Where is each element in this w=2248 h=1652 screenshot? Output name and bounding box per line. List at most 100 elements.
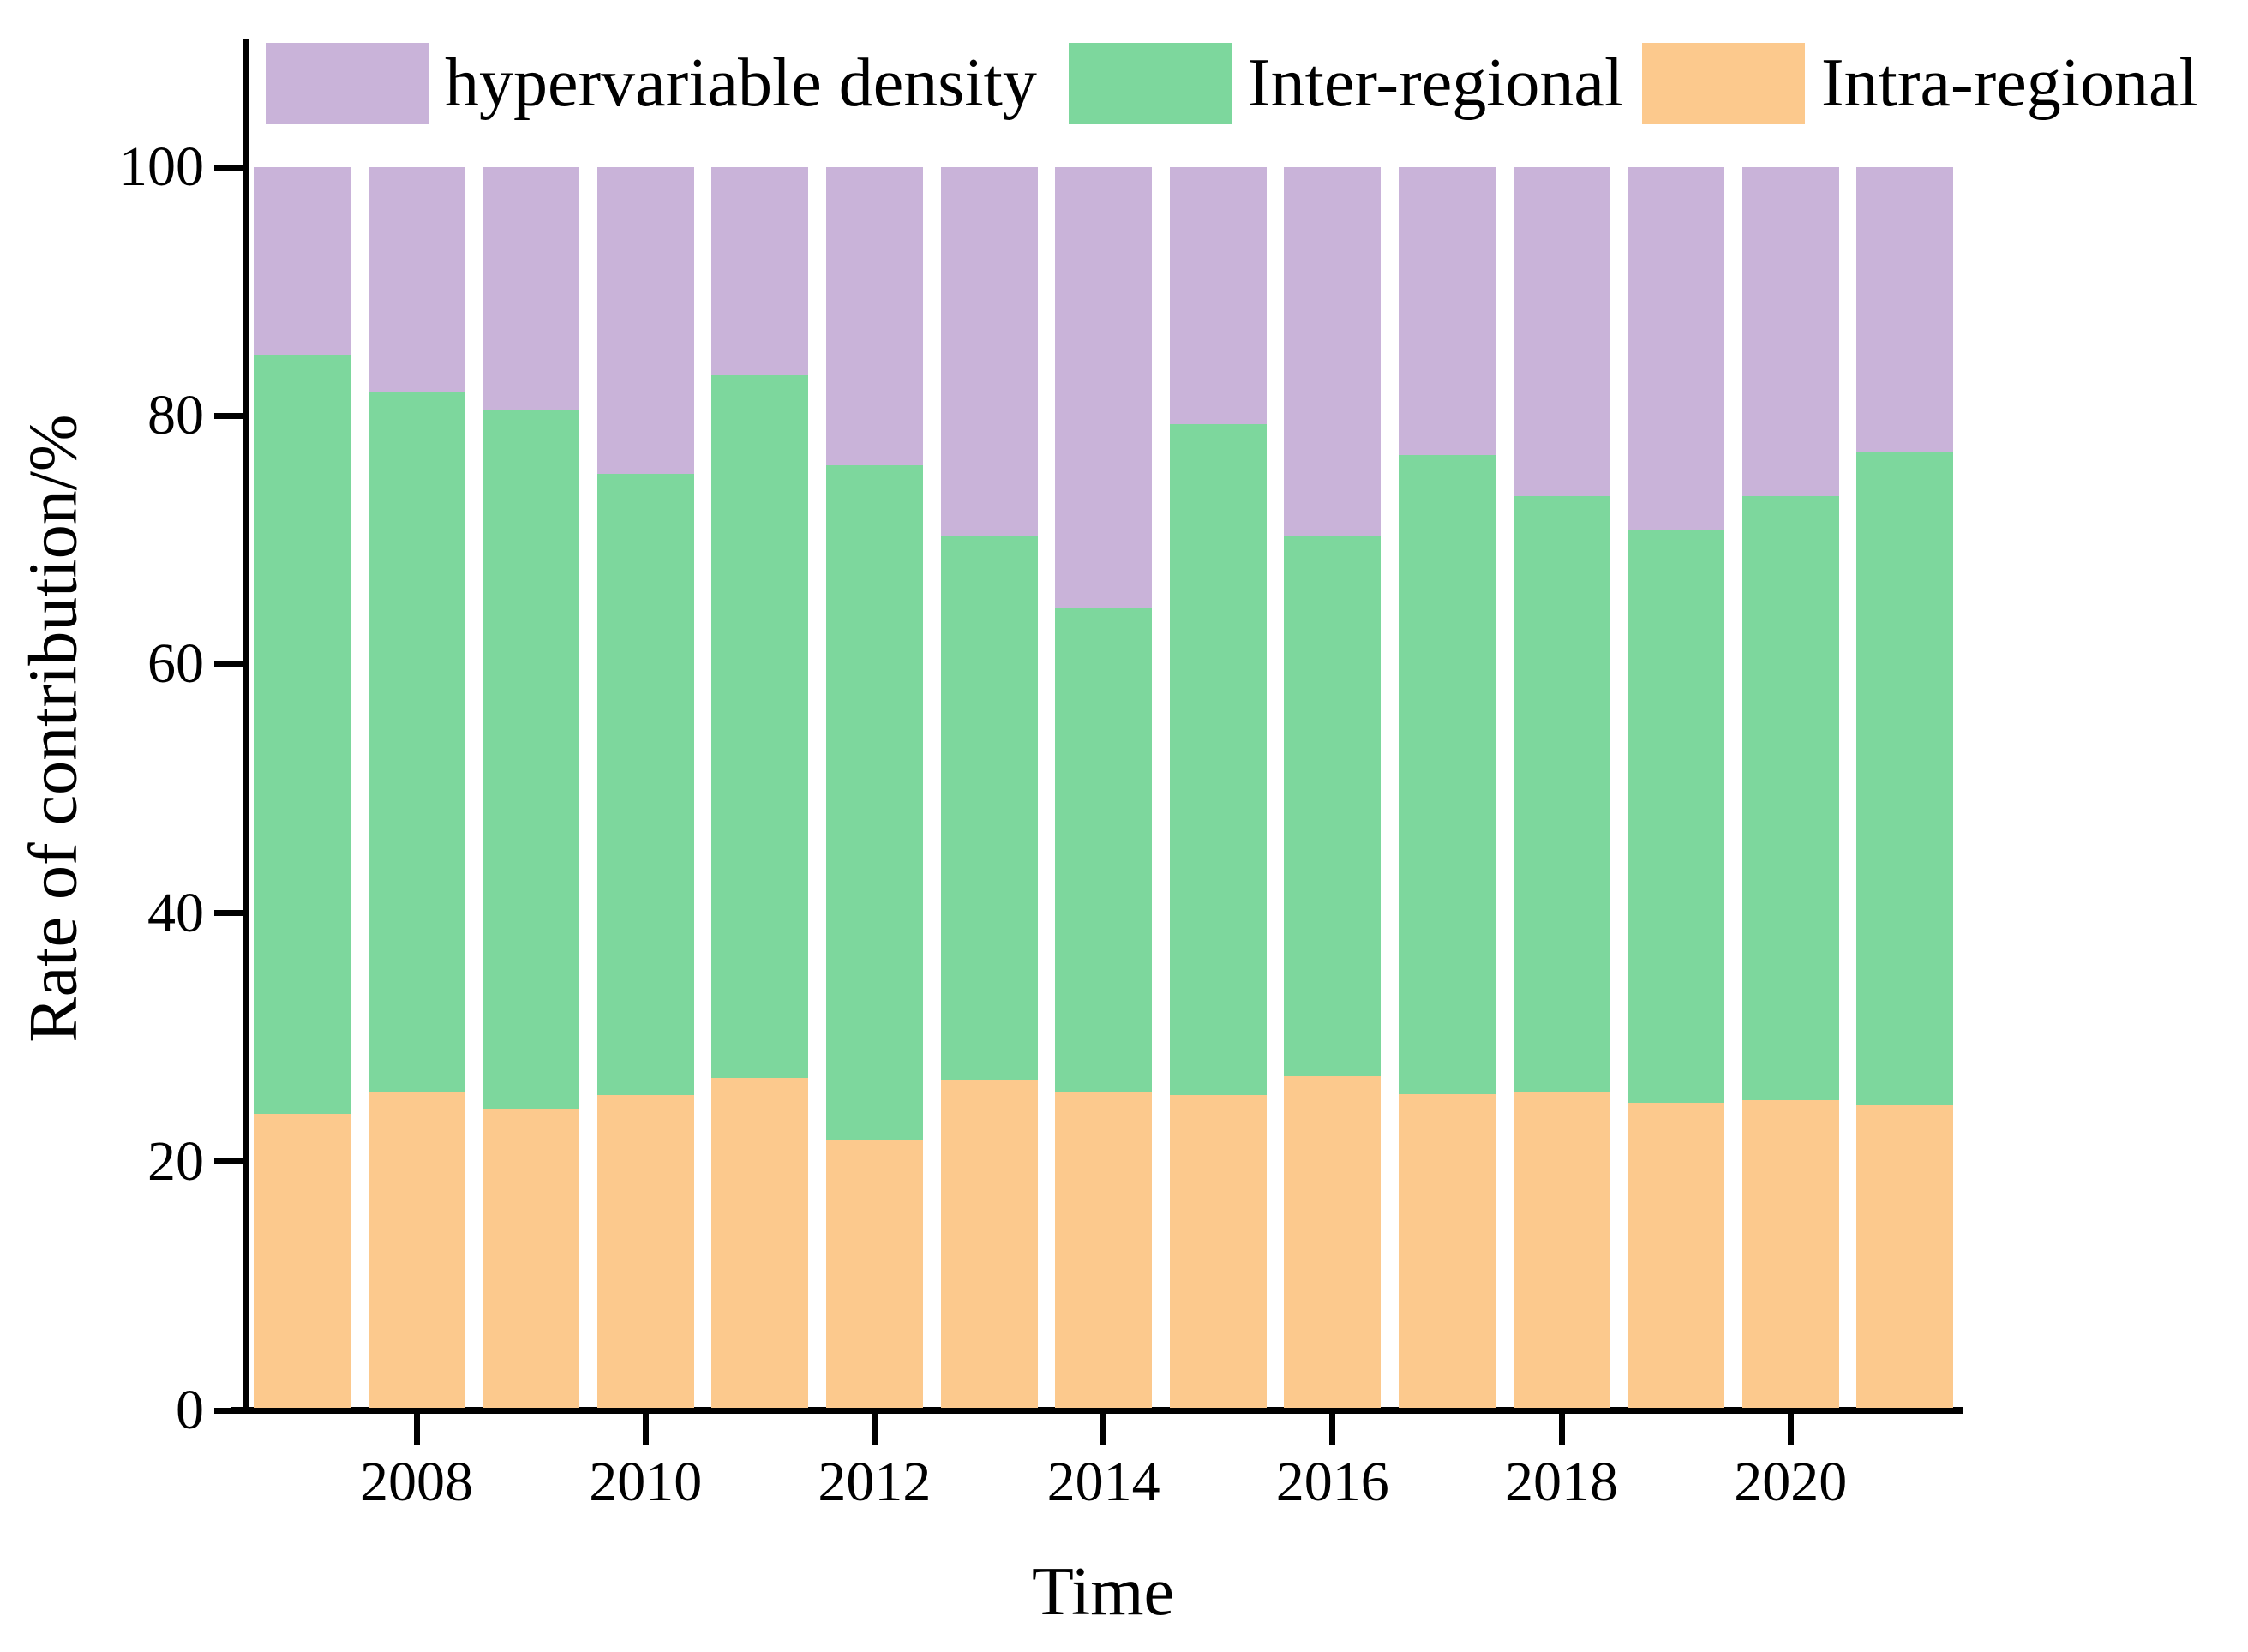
bar-2018	[1513, 167, 1610, 1408]
bar-segment-hypervariable-density-2009	[483, 167, 580, 410]
y-tick-label: 0	[176, 1379, 204, 1441]
y-tick-label: 100	[119, 135, 204, 198]
bar-segment-inter-regional-2017	[1398, 454, 1496, 1094]
x-tick	[1787, 1414, 1794, 1445]
bar-segment-inter-regional-2009	[483, 410, 580, 1110]
bar-segment-intra-regional-2021	[1856, 1104, 1954, 1408]
bar-segment-intra-regional-2019	[1628, 1102, 1725, 1408]
bar-segment-inter-regional-2010	[596, 473, 694, 1096]
x-tick-label: 2020	[1734, 1451, 1848, 1513]
bar-segment-hypervariable-density-2016	[1284, 167, 1382, 536]
bar-segment-intra-regional-2017	[1398, 1093, 1496, 1408]
x-tick-label: 2016	[1275, 1451, 1389, 1513]
bar-segment-intra-regional-2012	[825, 1140, 923, 1408]
bar-segment-hypervariable-density-2015	[1169, 167, 1267, 424]
bar-segment-intra-regional-2020	[1741, 1099, 1839, 1408]
bar-segment-hypervariable-density-2018	[1513, 167, 1610, 496]
legend-label: Intra-regional	[1821, 45, 2198, 121]
bar-segment-hypervariable-density-2021	[1856, 167, 1954, 453]
bar-segment-intra-regional-2016	[1284, 1076, 1382, 1408]
y-tick	[214, 164, 245, 171]
x-tick-label: 2012	[818, 1451, 932, 1513]
x-tick-label: 2014	[1046, 1451, 1160, 1513]
legend-swatch	[1642, 43, 1805, 124]
legend-swatch	[266, 43, 429, 124]
bar-segment-intra-regional-2010	[596, 1095, 694, 1408]
legend-item: Inter-regional	[1069, 43, 1623, 124]
bar-2008	[368, 167, 465, 1408]
bar-2021	[1856, 167, 1954, 1408]
x-axis-line	[231, 1407, 1963, 1414]
y-axis-line	[243, 39, 249, 1414]
bar-segment-intra-regional-2014	[1055, 1092, 1153, 1408]
bar-segment-intra-regional-2009	[483, 1109, 580, 1408]
bar-2013	[940, 167, 1038, 1408]
bar-segment-hypervariable-density-2019	[1628, 167, 1725, 530]
bar-segment-hypervariable-density-2011	[711, 167, 809, 376]
bar-segment-inter-regional-2008	[368, 392, 465, 1093]
bar-segment-hypervariable-density-2012	[825, 167, 923, 465]
x-tick-label: 2018	[1505, 1451, 1618, 1513]
x-tick	[642, 1414, 649, 1445]
bar-segment-intra-regional-2018	[1513, 1092, 1610, 1408]
bar-segment-inter-regional-2013	[940, 536, 1038, 1080]
bar-segment-hypervariable-density-2014	[1055, 167, 1153, 609]
y-tick-label: 80	[147, 384, 204, 447]
legend-item: hypervariable density	[266, 43, 1037, 124]
bar-segment-intra-regional-2011	[711, 1077, 809, 1408]
y-tick	[214, 1158, 245, 1165]
x-tick	[871, 1414, 878, 1445]
bar-segment-inter-regional-2021	[1856, 452, 1954, 1105]
x-tick-label: 2008	[360, 1451, 473, 1513]
bar-2015	[1169, 167, 1267, 1408]
bar-segment-inter-regional-2011	[711, 375, 809, 1078]
legend-swatch	[1069, 43, 1232, 124]
legend-item: Intra-regional	[1642, 43, 2198, 124]
legend-label: hypervariable density	[445, 45, 1037, 121]
bar-2019	[1628, 167, 1725, 1408]
bar-segment-inter-regional-2020	[1741, 495, 1839, 1100]
x-axis-title: Time	[1031, 1554, 1174, 1630]
y-tick	[214, 412, 245, 419]
x-tick	[1558, 1414, 1565, 1445]
bar-2010	[596, 167, 694, 1408]
bar-2011	[711, 167, 809, 1408]
bar-segment-hypervariable-density-2008	[368, 167, 465, 392]
bar-2016	[1284, 167, 1382, 1408]
bar-2014	[1055, 167, 1153, 1408]
bar-segment-inter-regional-2012	[825, 464, 923, 1140]
bar-2009	[483, 167, 580, 1408]
bar-2020	[1741, 167, 1839, 1408]
y-tick	[214, 910, 245, 917]
x-tick	[1329, 1414, 1336, 1445]
bar-segment-intra-regional-2007	[253, 1113, 351, 1408]
bar-segment-intra-regional-2013	[940, 1080, 1038, 1408]
bar-2017	[1398, 167, 1496, 1408]
x-tick	[1100, 1414, 1107, 1445]
bar-segment-inter-regional-2019	[1628, 529, 1725, 1103]
bar-segment-intra-regional-2008	[368, 1092, 465, 1408]
bar-segment-inter-regional-2016	[1284, 536, 1382, 1077]
y-axis-title: Rate of contribution/%	[15, 414, 92, 1043]
y-tick	[214, 1407, 245, 1414]
bar-segment-inter-regional-2018	[1513, 495, 1610, 1093]
x-tick-label: 2010	[589, 1451, 703, 1513]
x-tick	[413, 1414, 420, 1445]
bar-2007	[253, 167, 351, 1408]
y-tick-label: 60	[147, 632, 204, 696]
bar-segment-hypervariable-density-2013	[940, 167, 1038, 536]
bar-2012	[825, 167, 923, 1408]
bar-segment-hypervariable-density-2020	[1741, 167, 1839, 496]
y-tick-label: 20	[147, 1129, 204, 1193]
bar-segment-inter-regional-2007	[253, 354, 351, 1114]
bar-segment-inter-regional-2014	[1055, 608, 1153, 1093]
legend-label: Inter-regional	[1248, 45, 1624, 121]
y-tick-label: 40	[147, 881, 204, 944]
bar-segment-hypervariable-density-2010	[596, 167, 694, 474]
bar-segment-hypervariable-density-2007	[253, 167, 351, 355]
y-tick	[214, 661, 245, 667]
bar-segment-inter-regional-2015	[1169, 423, 1267, 1096]
bar-segment-intra-regional-2015	[1169, 1095, 1267, 1408]
bar-segment-hypervariable-density-2017	[1398, 167, 1496, 455]
